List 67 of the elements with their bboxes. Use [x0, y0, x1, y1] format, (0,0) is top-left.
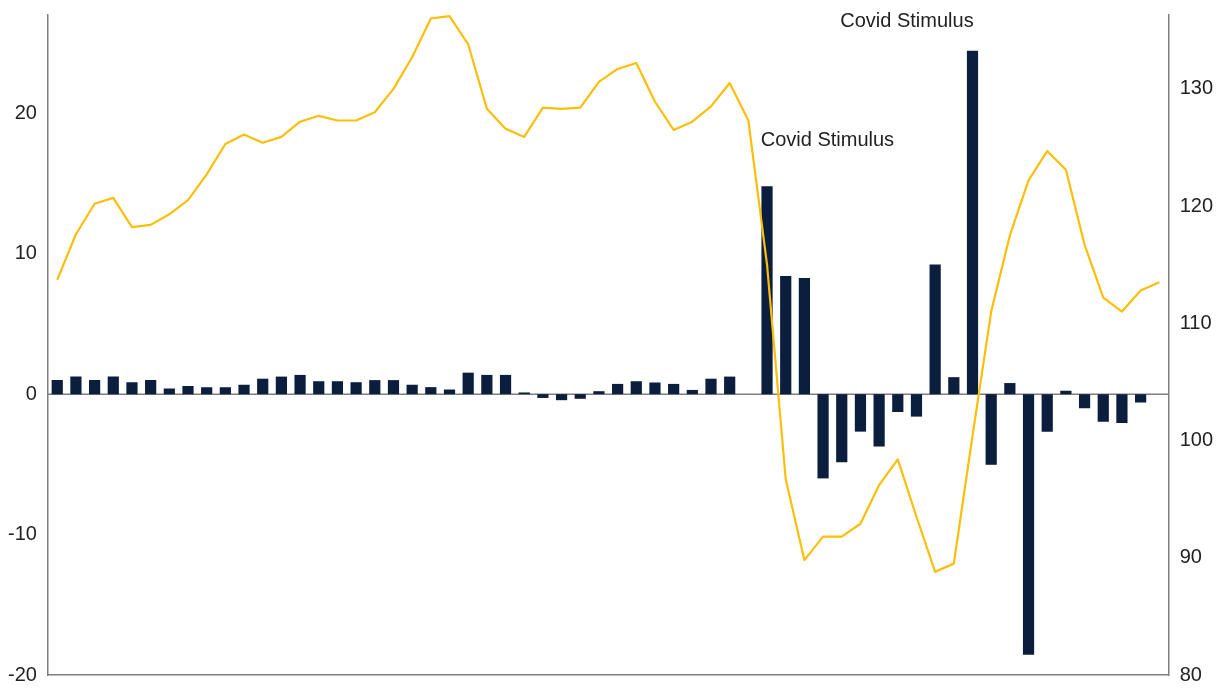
bar	[817, 394, 829, 479]
y-tick-label: -20	[8, 662, 37, 685]
y2-tick-label: 100	[1179, 428, 1214, 451]
bar	[798, 278, 810, 395]
bar	[1116, 394, 1128, 424]
annotation: Covid Stimulus	[760, 128, 895, 151]
bar	[574, 394, 586, 399]
y-tick-label: -10	[8, 522, 37, 545]
bar	[612, 383, 624, 395]
bar	[555, 394, 568, 401]
bar	[910, 394, 923, 417]
bar	[350, 382, 362, 395]
bar	[780, 275, 792, 395]
bar	[462, 372, 474, 395]
bar	[219, 387, 231, 395]
bar	[705, 378, 717, 395]
y2-tick-label: 80	[1179, 662, 1202, 685]
bar	[686, 389, 698, 395]
bar	[854, 394, 867, 432]
bar	[948, 377, 960, 395]
bar	[929, 264, 941, 395]
bar	[724, 376, 736, 395]
bar	[89, 380, 101, 395]
y2-tick-label: 90	[1179, 545, 1202, 568]
bar	[630, 381, 642, 395]
y2-tick-label: 130	[1179, 76, 1214, 99]
y2-tick-label: 110	[1179, 310, 1212, 333]
bar	[649, 382, 661, 395]
y-tick-label: 20	[14, 100, 37, 123]
bar	[537, 394, 549, 398]
bar	[406, 384, 418, 395]
bar	[126, 382, 138, 395]
bar	[238, 384, 250, 395]
bar	[668, 383, 680, 395]
bar	[313, 381, 325, 395]
bar	[593, 391, 605, 395]
y2-tick-label: 120	[1179, 193, 1214, 216]
bar	[1097, 394, 1109, 422]
bar	[1060, 390, 1072, 395]
bar	[966, 50, 979, 395]
bar	[201, 387, 213, 395]
bar	[182, 386, 194, 395]
y-tick-label: 0	[25, 381, 37, 404]
bar	[369, 380, 381, 395]
bar	[1004, 383, 1016, 395]
bar	[1135, 394, 1147, 403]
bar	[275, 376, 287, 395]
bar	[331, 381, 344, 395]
bar	[1078, 394, 1091, 409]
bar	[985, 394, 997, 465]
bar	[257, 378, 269, 395]
bar	[1041, 394, 1053, 432]
bar	[387, 380, 400, 395]
bar	[70, 376, 82, 395]
y-tick-label: 10	[14, 241, 37, 264]
bar	[294, 374, 306, 395]
bar	[836, 394, 848, 463]
bar	[892, 394, 904, 412]
bar	[145, 380, 157, 395]
bar	[499, 374, 512, 395]
bar	[425, 387, 437, 395]
bar	[51, 380, 63, 395]
bar	[107, 376, 119, 395]
bar	[1022, 394, 1035, 655]
bar	[481, 374, 493, 395]
bar	[873, 394, 885, 447]
annotation: Covid Stimulus	[840, 9, 974, 32]
